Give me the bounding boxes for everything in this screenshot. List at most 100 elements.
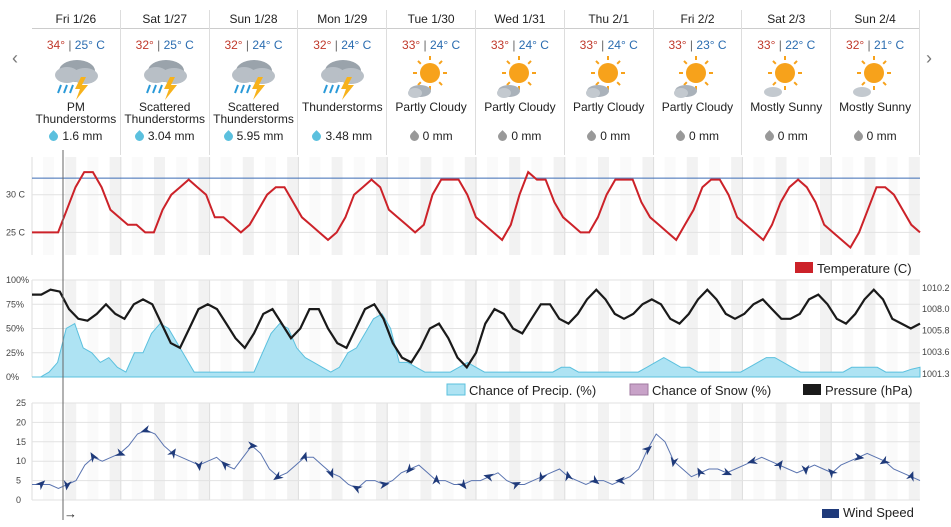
day-temps: 33° | 22° C	[757, 38, 816, 52]
day-temps: 33° | 24° C	[402, 38, 461, 52]
high-temp: 34°	[46, 38, 65, 52]
night-band	[709, 403, 720, 500]
night-band	[775, 157, 787, 255]
high-temp: 33°	[402, 38, 421, 52]
night-band	[43, 403, 54, 500]
night-band	[775, 403, 787, 500]
forecast-day-6: Thu 2/1 33° | 24° C Partly Cloudy 0 mm	[564, 10, 654, 155]
wind-legend-swatch	[822, 509, 839, 519]
wind-arrow-legend: →	[64, 506, 77, 521]
condition-text: Partly Cloudy	[573, 100, 645, 114]
forecast-day-0: Fri 1/26 34° | 25° C PM Thunderstorms 1.6 m…	[32, 10, 121, 155]
night-band	[265, 157, 276, 255]
precip-amount: 3.48 mm	[298, 129, 386, 144]
night-band	[686, 157, 698, 255]
night-band	[176, 403, 188, 500]
pressure-tick-label: 1005.8	[922, 325, 950, 335]
night-band	[442, 403, 454, 500]
night-band	[287, 157, 299, 255]
snow-legend-label: Chance of Snow (%)	[652, 383, 771, 398]
forecast-day-7: Fri 2/2 33° | 23° C Partly Cloudy 0 mm	[653, 10, 743, 155]
day-temps: 32° | 24° C	[313, 38, 372, 52]
forecast-day-2: Sun 1/28 32° | 24° C Scattered Thunderstor…	[209, 10, 299, 155]
low-temp: 25° C	[74, 38, 105, 52]
night-band	[797, 403, 809, 500]
wind-tick-label: 10	[16, 456, 26, 466]
night-band	[686, 403, 698, 500]
night-band	[309, 403, 321, 500]
day-temps: 32° | 25° C	[135, 38, 194, 52]
night-band	[198, 403, 210, 500]
night-band	[65, 157, 77, 255]
night-band	[886, 403, 898, 500]
wind-direction-icon	[670, 456, 679, 468]
partly-cloudy-icon	[387, 55, 475, 101]
day-date: Thu 2/1	[564, 10, 653, 29]
low-temp: 24° C	[518, 38, 549, 52]
forecast-day-9: Sun 2/4 32° | 21° C Mostly Sunny 0 mm	[831, 10, 920, 155]
condition-text: Thunderstorms	[301, 100, 383, 114]
pressure-tick-label: 1008.0	[922, 304, 950, 314]
day-temps: 33° | 24° C	[579, 38, 638, 52]
night-band	[154, 403, 165, 500]
night-band	[420, 157, 432, 255]
precip-amount: 0 mm	[831, 129, 919, 144]
wind-direction-icon	[565, 470, 574, 482]
condition-text: Scattered Thunderstorms	[124, 100, 206, 126]
night-band	[287, 403, 299, 500]
night-band	[242, 403, 254, 500]
night-band	[487, 157, 498, 255]
day-date: Fri 2/2	[653, 10, 742, 29]
thunderstorm-icon	[298, 55, 386, 101]
night-band	[331, 403, 343, 500]
wind-direction-icon	[615, 476, 626, 485]
sun-icon	[857, 56, 892, 90]
night-band	[464, 403, 476, 500]
night-band	[131, 157, 143, 255]
night-band	[908, 157, 920, 255]
day-date: Sat 2/3	[742, 10, 831, 29]
forecast-day-3: Mon 1/29 32° | 24° C Thunderstorms 3.48 mm	[298, 10, 388, 155]
night-band	[176, 157, 188, 255]
wind-tick-label: 25	[16, 398, 26, 408]
precip-pressure-chart: 100% 75% 50% 25% 0% 1010.2 1008.0 1005.8 1003.6 1…	[6, 275, 950, 382]
partly-cloudy-icon	[565, 55, 653, 101]
wind-direction-icon	[483, 473, 495, 482]
night-band	[109, 157, 121, 255]
next-days-arrow-icon[interactable]: ›	[926, 48, 932, 68]
night-band	[842, 403, 854, 500]
night-band	[464, 157, 476, 255]
precip-tick-label: 100%	[6, 275, 29, 285]
condition-text: Scattered Thunderstorms	[213, 100, 294, 126]
condition-text: Partly Cloudy	[661, 100, 734, 114]
night-band	[487, 403, 498, 500]
night-band	[65, 403, 77, 500]
snow-legend-swatch	[629, 383, 649, 396]
wind-direction-icon	[879, 455, 891, 465]
night-band	[575, 403, 587, 500]
wind-direction-icon	[114, 448, 126, 456]
thunderstorm-icon	[32, 55, 120, 101]
partly-cloudy-icon	[476, 55, 564, 101]
previous-days-arrow-icon[interactable]: ‹	[12, 48, 18, 68]
wind-direction-icon	[273, 471, 284, 481]
thunderstorm-icon	[121, 55, 209, 101]
condition-text: Partly Cloudy	[395, 100, 467, 114]
wind-direction-icon	[697, 467, 706, 479]
wind-direction-icon	[35, 480, 46, 491]
night-band	[664, 403, 676, 500]
wind-legend: Wind Speed	[822, 505, 914, 520]
day-date: Sat 1/27	[120, 10, 209, 29]
night-band	[531, 403, 543, 500]
night-band	[642, 157, 654, 255]
day-date: Fri 1/26	[32, 10, 120, 29]
sun-icon	[768, 56, 803, 90]
night-band	[797, 157, 809, 255]
daily-forecast-strip: Fri 1/26 34° | 25° C PM Thunderstorms 1.6 m…	[32, 10, 920, 155]
night-band	[309, 157, 321, 255]
night-band	[398, 403, 410, 500]
wind-direction-icon	[90, 452, 100, 463]
night-band	[198, 157, 210, 255]
sun-icon	[590, 56, 625, 90]
night-band	[398, 157, 410, 255]
